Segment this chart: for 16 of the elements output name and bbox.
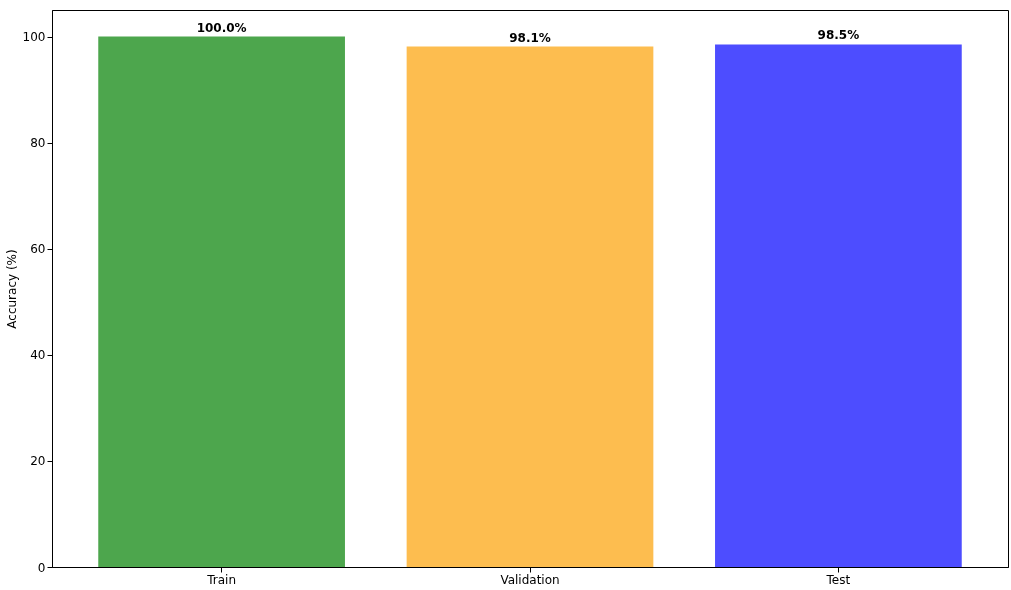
data-label: 100.0%	[196, 20, 247, 35]
data-label: 98.1%	[509, 30, 551, 45]
data-label: 98.5%	[817, 28, 860, 43]
x-tick-label: Validation	[500, 572, 560, 587]
x-tick-label: Test	[825, 572, 851, 587]
bar	[406, 46, 654, 567]
y-tick-label: 80	[30, 136, 46, 151]
bar	[98, 36, 345, 567]
bar	[715, 44, 962, 567]
y-tick-label: 20	[30, 454, 46, 469]
y-axis-title: Accuracy (%)	[4, 249, 19, 329]
y-tick-label: 40	[30, 348, 46, 363]
y-tick-label: 60	[30, 242, 46, 257]
x-tick-label: Train	[206, 572, 237, 587]
y-tick-label: 0	[37, 560, 46, 575]
y-tick-label: 100	[22, 30, 46, 45]
